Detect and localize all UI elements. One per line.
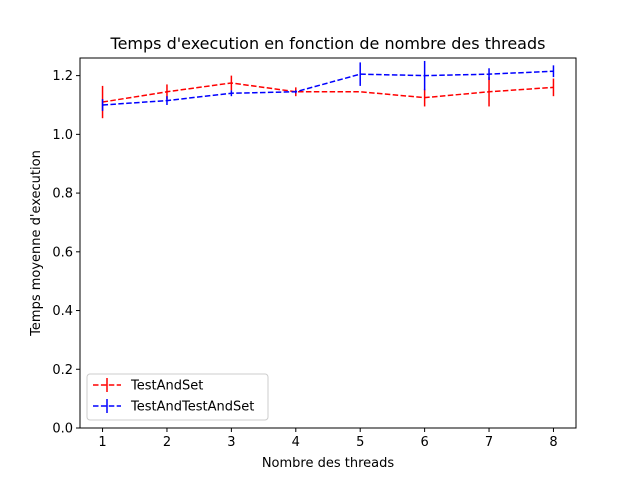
x-tick-label: 3 bbox=[227, 435, 235, 450]
chart-title: Temps d'execution en fonction de nombre … bbox=[110, 34, 546, 53]
legend: TestAndSet TestAndTestAndSet bbox=[86, 373, 269, 421]
legend-label: TestAndTestAndSet bbox=[130, 400, 254, 415]
y-tick-label: 0.8 bbox=[52, 187, 73, 202]
x-tick-label: 4 bbox=[292, 435, 300, 450]
x-tick-label: 5 bbox=[356, 435, 364, 450]
y-tick-label: 1.0 bbox=[52, 128, 73, 143]
x-tick-label: 2 bbox=[163, 435, 171, 450]
y-tick-label: 0.0 bbox=[52, 422, 73, 437]
x-tick-label: 1 bbox=[98, 435, 106, 450]
y-tick-label: 0.2 bbox=[52, 363, 73, 378]
x-tick-label: 6 bbox=[420, 435, 428, 450]
series-line-0 bbox=[102, 82, 554, 103]
y-tick-label: 0.6 bbox=[52, 245, 73, 260]
plot-area bbox=[101, 60, 555, 119]
y-axis-label: Temps moyenne d'execution bbox=[29, 150, 44, 337]
x-tick-label: 8 bbox=[549, 435, 557, 450]
y-tick-label: 0.4 bbox=[52, 304, 73, 319]
x-axis: 1 2 3 4 5 6 7 8 bbox=[98, 428, 558, 450]
y-tick-label: 1.2 bbox=[52, 69, 73, 84]
legend-box bbox=[86, 373, 269, 421]
series-line-1 bbox=[102, 70, 554, 106]
legend-label: TestAndSet bbox=[130, 379, 203, 394]
axes-frame bbox=[79, 57, 577, 429]
x-tick-label: 7 bbox=[485, 435, 493, 450]
x-axis-label: Nombre des threads bbox=[262, 456, 395, 471]
y-axis: 0.0 0.2 0.4 0.6 0.8 1.0 1.2 bbox=[52, 69, 80, 437]
